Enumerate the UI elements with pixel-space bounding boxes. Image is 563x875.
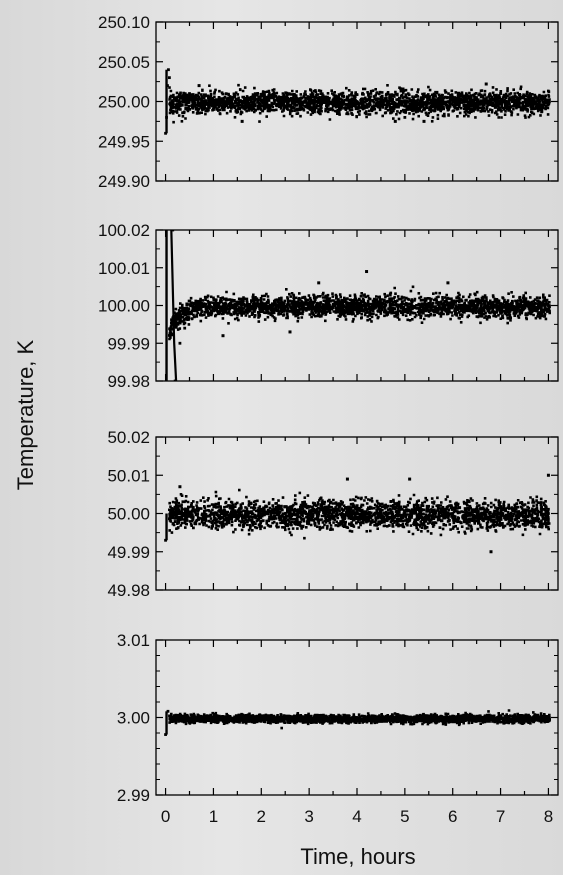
outlier-point xyxy=(240,119,244,123)
y-axis-label: Temperature, K xyxy=(13,339,38,490)
data-point xyxy=(178,341,182,345)
x-tick-label: 1 xyxy=(209,807,218,826)
data-cloud xyxy=(168,709,551,730)
outlier-point xyxy=(178,485,182,489)
outlier-point xyxy=(484,82,488,86)
data-point xyxy=(188,92,191,95)
y-tick-label: 50.02 xyxy=(107,428,150,447)
outlier-point xyxy=(393,119,397,123)
data-point xyxy=(212,307,215,311)
data-point xyxy=(547,304,550,307)
y-tick-label: 250.05 xyxy=(98,53,150,72)
y-tick-label: 100.00 xyxy=(98,297,150,316)
data-cloud xyxy=(168,83,551,124)
outlier-point xyxy=(288,330,292,334)
outlier-point xyxy=(221,334,225,338)
data-point xyxy=(547,716,550,719)
y-tick-label: 3.01 xyxy=(117,631,150,650)
y-tick-label: 100.01 xyxy=(98,259,150,278)
data-points xyxy=(165,230,551,381)
data-point xyxy=(547,512,550,515)
outlier-point xyxy=(489,550,493,554)
outlier-point xyxy=(317,281,321,285)
data-points xyxy=(164,473,551,554)
data-point xyxy=(355,512,359,515)
x-tick-label: 5 xyxy=(400,807,409,826)
data-point xyxy=(212,716,215,719)
data-point xyxy=(403,116,407,119)
data-point xyxy=(183,326,187,330)
panel-2: 100.02 100.01 100.00 99.99 99.98 xyxy=(98,221,559,391)
data-point xyxy=(259,716,263,719)
y-tick-label: 50.01 xyxy=(107,466,150,485)
panel-1: 250.10 250.05 250.00 249.95 249.90 xyxy=(98,13,559,191)
y-tick-label: 249.90 xyxy=(98,172,150,191)
data-point xyxy=(167,68,170,72)
data-point xyxy=(212,512,215,515)
x-tick-label: 3 xyxy=(304,807,313,826)
y-tick-label: 49.98 xyxy=(107,581,150,600)
data-cloud xyxy=(168,488,551,540)
outlier-point xyxy=(446,281,450,285)
data-point xyxy=(451,100,455,103)
data-point xyxy=(451,512,455,515)
x-tick-label: 6 xyxy=(448,807,457,826)
panel-3: 50.02 50.01 50.00 49.99 49.98 xyxy=(107,428,559,600)
outlier-point xyxy=(408,477,412,481)
outlier-point xyxy=(365,270,369,274)
data-point xyxy=(355,100,359,103)
outlier-point xyxy=(422,119,426,123)
data-point xyxy=(403,512,407,515)
data-point xyxy=(499,92,502,95)
y-tick-label: 3.00 xyxy=(117,709,150,728)
startup-overshoot xyxy=(170,230,178,381)
data-point xyxy=(355,716,359,719)
data-point xyxy=(259,512,263,515)
data-point xyxy=(547,100,550,103)
data-point xyxy=(451,716,455,719)
data-points xyxy=(164,68,551,135)
data-point xyxy=(166,709,170,713)
data-point xyxy=(212,108,215,111)
x-tick-label: 8 xyxy=(544,807,553,826)
data-point xyxy=(451,304,455,307)
x-tick-label: 2 xyxy=(257,807,266,826)
y-tick-label: 2.99 xyxy=(117,786,150,805)
data-points xyxy=(164,709,551,736)
y-tick-label: 100.02 xyxy=(98,221,150,240)
data-point xyxy=(499,512,502,515)
outlier-point xyxy=(546,473,550,477)
x-tick-label: 4 xyxy=(352,807,361,826)
y-tick-label: 50.00 xyxy=(107,505,150,524)
x-tick-label: 0 xyxy=(161,807,170,826)
data-point xyxy=(355,304,359,307)
data-point xyxy=(192,315,196,319)
y-tick-label: 250.00 xyxy=(98,93,150,112)
data-cloud xyxy=(168,285,551,341)
y-tick-label: 250.10 xyxy=(98,13,150,32)
data-point xyxy=(307,512,311,515)
panel-4: 3.01 3.00 2.99 0 1 2 3 4 5 6 7 8 xyxy=(117,631,559,826)
y-tick-label: 99.99 xyxy=(107,334,150,353)
x-tick-label: 7 xyxy=(496,807,505,826)
data-point xyxy=(168,76,171,80)
data-point xyxy=(307,100,311,103)
panels: 250.10250.05250.00249.95249.90100.02100.… xyxy=(98,13,559,826)
x-axis-label: Time, hours xyxy=(300,844,415,869)
data-point xyxy=(259,100,263,103)
outlier-point xyxy=(197,84,201,88)
y-tick-label: 249.95 xyxy=(98,132,150,151)
outlier-point xyxy=(345,477,349,481)
data-point xyxy=(259,304,263,307)
y-tick-label: 99.98 xyxy=(107,372,150,391)
y-tick-label: 49.99 xyxy=(107,543,150,562)
data-point xyxy=(171,230,175,232)
data-point xyxy=(164,733,167,736)
